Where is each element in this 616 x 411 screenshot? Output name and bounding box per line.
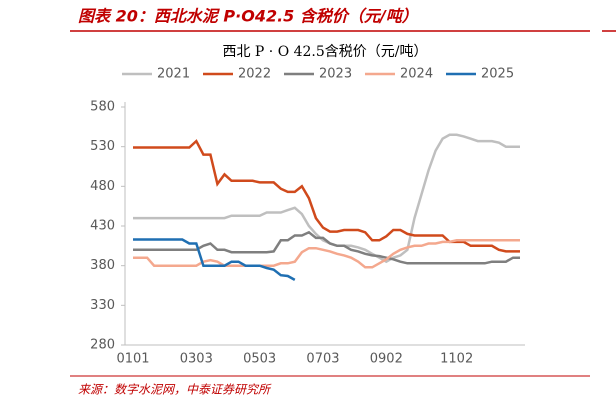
legend-label: 2022	[238, 67, 271, 82]
y-tick-label: 480	[90, 179, 115, 194]
chart-title: 西北 P · O 42.5含税价（元/吨）	[222, 44, 427, 60]
x-tick-label: 0902	[370, 352, 403, 367]
series-line	[133, 238, 296, 281]
y-tick-label: 280	[90, 338, 115, 353]
series-line	[133, 139, 520, 253]
source: 来源：数字水泥网，中泰证券研究所	[78, 383, 272, 397]
x-tick-label: 0303	[180, 352, 213, 367]
y-tick-label: 530	[90, 139, 115, 154]
legend-label: 2025	[481, 67, 514, 82]
series-line	[133, 230, 520, 265]
y-tick-label: 430	[90, 219, 115, 234]
y-tick-label: 330	[90, 298, 115, 313]
x-tick-label: 0503	[243, 352, 276, 367]
series-line	[133, 239, 520, 269]
legend-label: 2021	[157, 67, 190, 82]
legend-label: 2023	[319, 67, 352, 82]
y-tick-label: 380	[90, 258, 115, 273]
x-tick-label: 0101	[116, 352, 149, 367]
x-tick-label: 0703	[306, 352, 339, 367]
figure-title: 图表 20：西北水泥 P·O42.5 含税价（元/吨）	[78, 7, 418, 26]
x-tick-label: 1102	[440, 352, 473, 367]
legend-label: 2024	[400, 67, 433, 82]
y-tick-label: 580	[90, 100, 115, 115]
